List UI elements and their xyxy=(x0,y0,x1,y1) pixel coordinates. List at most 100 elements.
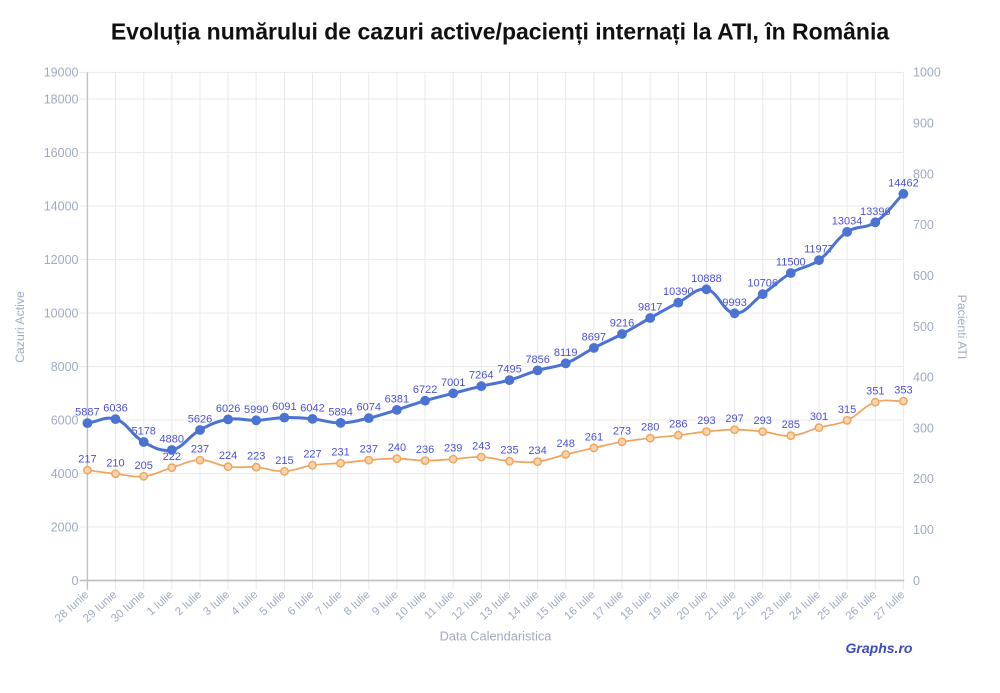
svg-text:12 Iulie: 12 Iulie xyxy=(450,589,486,623)
svg-text:224: 224 xyxy=(219,450,237,462)
svg-text:200: 200 xyxy=(913,472,934,486)
svg-text:7495: 7495 xyxy=(497,364,521,376)
svg-text:217: 217 xyxy=(78,454,96,466)
svg-text:0: 0 xyxy=(72,574,79,588)
svg-text:4880: 4880 xyxy=(160,434,184,446)
svg-text:223: 223 xyxy=(247,451,265,463)
svg-text:234: 234 xyxy=(528,445,546,457)
svg-text:6722: 6722 xyxy=(413,384,437,396)
svg-text:8697: 8697 xyxy=(582,331,606,343)
svg-text:10000: 10000 xyxy=(44,306,79,320)
svg-text:4000: 4000 xyxy=(51,467,79,481)
svg-text:243: 243 xyxy=(472,441,490,453)
svg-text:0: 0 xyxy=(913,574,920,588)
svg-text:8119: 8119 xyxy=(554,347,578,359)
svg-text:27 Iulie: 27 Iulie xyxy=(872,589,908,623)
svg-text:1000: 1000 xyxy=(913,66,941,80)
svg-text:6042: 6042 xyxy=(300,402,324,414)
svg-text:Data Calendaristica: Data Calendaristica xyxy=(440,629,553,644)
svg-text:273: 273 xyxy=(613,425,631,437)
svg-text:300: 300 xyxy=(913,421,934,435)
svg-text:237: 237 xyxy=(360,444,378,456)
svg-text:6036: 6036 xyxy=(103,403,127,415)
svg-text:351: 351 xyxy=(866,386,884,398)
svg-text:Graphs.ro: Graphs.ro xyxy=(846,640,913,656)
svg-text:5887: 5887 xyxy=(75,407,99,419)
svg-text:293: 293 xyxy=(697,415,715,427)
svg-text:286: 286 xyxy=(669,419,687,431)
svg-text:9817: 9817 xyxy=(638,302,662,314)
svg-text:10888: 10888 xyxy=(691,273,722,285)
svg-text:17 Iulie: 17 Iulie xyxy=(590,589,626,623)
svg-text:6 Iulie: 6 Iulie xyxy=(286,589,317,618)
svg-text:227: 227 xyxy=(303,449,321,461)
svg-text:10706: 10706 xyxy=(747,278,778,290)
svg-text:5178: 5178 xyxy=(131,426,155,438)
svg-text:239: 239 xyxy=(444,443,462,455)
svg-text:15 Iulie: 15 Iulie xyxy=(534,589,570,623)
svg-text:215: 215 xyxy=(275,455,293,467)
svg-text:8 Iulie: 8 Iulie xyxy=(342,589,373,618)
svg-text:14462: 14462 xyxy=(888,177,919,189)
svg-text:18000: 18000 xyxy=(44,92,79,106)
svg-text:285: 285 xyxy=(782,419,800,431)
svg-text:6074: 6074 xyxy=(357,402,381,414)
svg-text:400: 400 xyxy=(913,371,934,385)
svg-text:3 Iulie: 3 Iulie xyxy=(201,589,232,618)
svg-text:10 Iulie: 10 Iulie xyxy=(394,589,430,623)
svg-text:20 Iulie: 20 Iulie xyxy=(675,589,711,623)
svg-text:353: 353 xyxy=(894,385,912,397)
svg-text:14000: 14000 xyxy=(44,199,79,213)
svg-text:800: 800 xyxy=(913,167,934,181)
svg-text:280: 280 xyxy=(641,422,659,434)
svg-text:16000: 16000 xyxy=(44,146,79,160)
svg-text:25 Iulie: 25 Iulie xyxy=(816,589,852,623)
svg-text:237: 237 xyxy=(191,444,209,456)
svg-text:5894: 5894 xyxy=(328,406,352,418)
svg-text:7 Iulie: 7 Iulie xyxy=(314,589,345,618)
svg-text:9993: 9993 xyxy=(722,297,746,309)
svg-text:297: 297 xyxy=(725,413,743,425)
svg-text:23 Iulie: 23 Iulie xyxy=(759,589,795,623)
svg-text:8000: 8000 xyxy=(51,360,79,374)
svg-text:6000: 6000 xyxy=(51,413,79,427)
svg-text:205: 205 xyxy=(135,460,153,472)
svg-text:500: 500 xyxy=(913,320,934,334)
svg-text:7264: 7264 xyxy=(469,370,493,382)
svg-text:7001: 7001 xyxy=(441,377,465,389)
svg-text:236: 236 xyxy=(416,444,434,456)
svg-text:240: 240 xyxy=(388,442,406,454)
svg-text:6381: 6381 xyxy=(385,393,409,405)
svg-text:231: 231 xyxy=(331,447,349,459)
svg-text:5990: 5990 xyxy=(244,404,268,416)
svg-text:5626: 5626 xyxy=(188,414,212,426)
svg-text:6026: 6026 xyxy=(216,403,240,415)
svg-text:4 Iulie: 4 Iulie xyxy=(229,589,260,618)
svg-text:12000: 12000 xyxy=(44,253,79,267)
svg-text:293: 293 xyxy=(754,415,772,427)
svg-text:222: 222 xyxy=(163,451,181,463)
svg-text:600: 600 xyxy=(913,269,934,283)
svg-text:700: 700 xyxy=(913,218,934,232)
svg-text:900: 900 xyxy=(913,117,934,131)
svg-text:315: 315 xyxy=(838,404,856,416)
svg-text:5 Iulie: 5 Iulie xyxy=(258,589,289,618)
svg-text:Evoluția numărului de cazuri a: Evoluția numărului de cazuri active/paci… xyxy=(111,19,890,46)
svg-text:7856: 7856 xyxy=(525,354,549,366)
svg-text:2 Iulie: 2 Iulie xyxy=(173,589,204,618)
svg-text:261: 261 xyxy=(585,431,603,443)
svg-text:11500: 11500 xyxy=(776,257,806,269)
svg-text:2000: 2000 xyxy=(51,520,79,534)
svg-text:1 Iulie: 1 Iulie xyxy=(145,589,176,618)
svg-text:10390: 10390 xyxy=(663,286,694,298)
svg-text:235: 235 xyxy=(500,445,518,457)
svg-text:6091: 6091 xyxy=(272,401,296,413)
svg-text:210: 210 xyxy=(106,457,124,469)
svg-text:13034: 13034 xyxy=(832,215,863,227)
svg-text:Pacienti ATI: Pacienti ATI xyxy=(955,295,969,360)
svg-text:248: 248 xyxy=(557,438,575,450)
svg-text:9216: 9216 xyxy=(610,318,634,330)
svg-text:100: 100 xyxy=(913,523,934,537)
svg-text:Cazuri Active: Cazuri Active xyxy=(13,291,27,363)
svg-text:301: 301 xyxy=(810,411,828,423)
